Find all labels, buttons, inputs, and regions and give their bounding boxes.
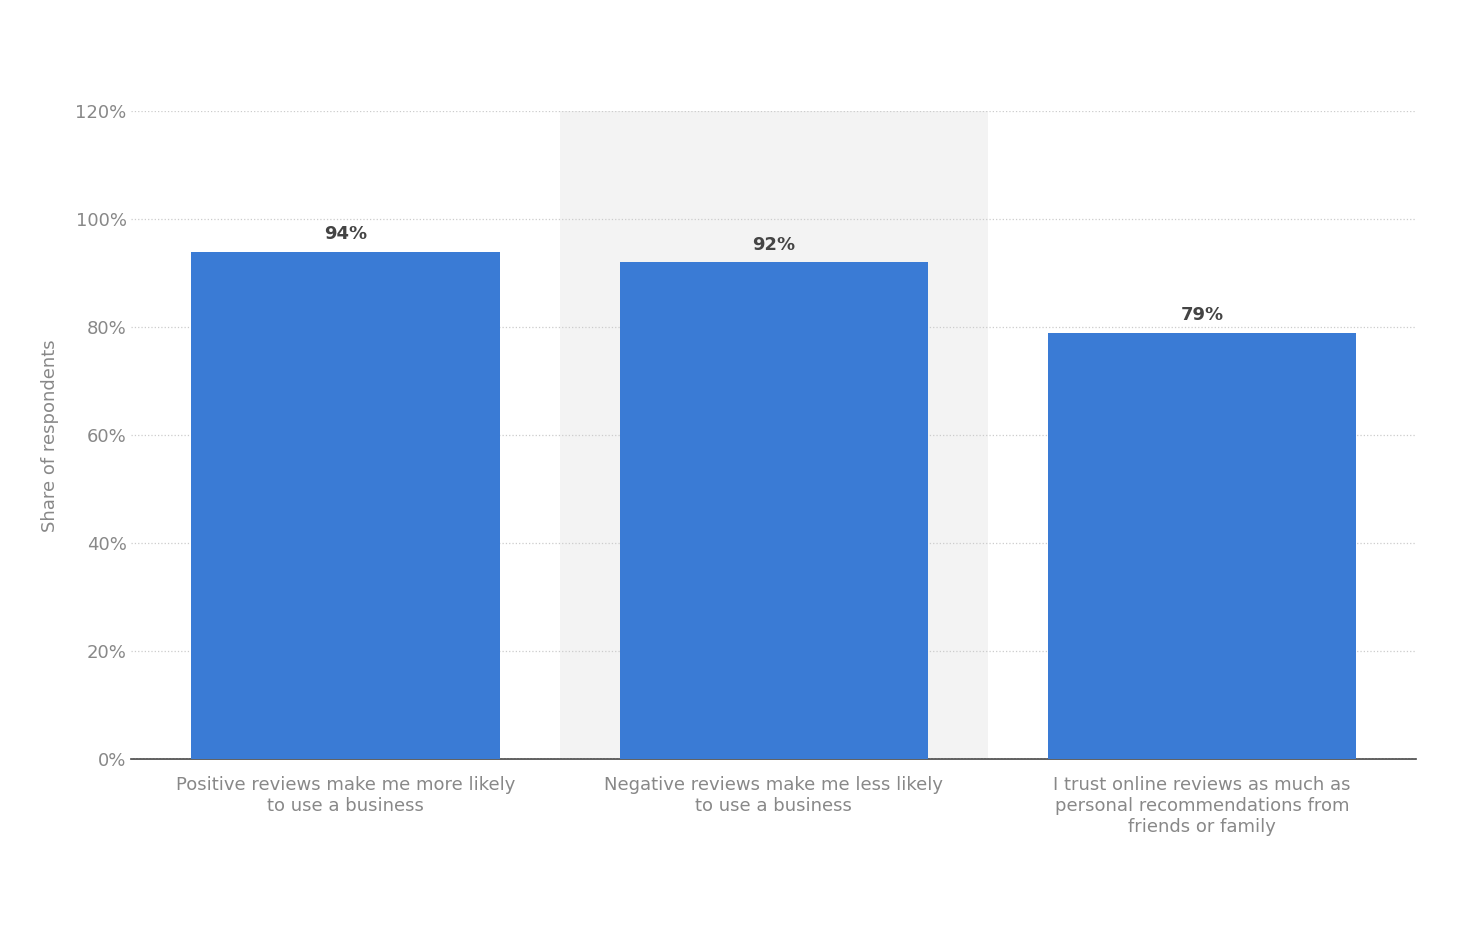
Bar	[1048, 332, 1356, 759]
Bar	[191, 252, 499, 759]
Bar	[619, 262, 929, 759]
FancyBboxPatch shape	[559, 111, 988, 759]
Text: 94%: 94%	[324, 225, 366, 244]
Text: 79%: 79%	[1181, 307, 1223, 324]
Text: 92%: 92%	[752, 236, 796, 255]
Y-axis label: Share of respondents: Share of respondents	[41, 339, 58, 532]
